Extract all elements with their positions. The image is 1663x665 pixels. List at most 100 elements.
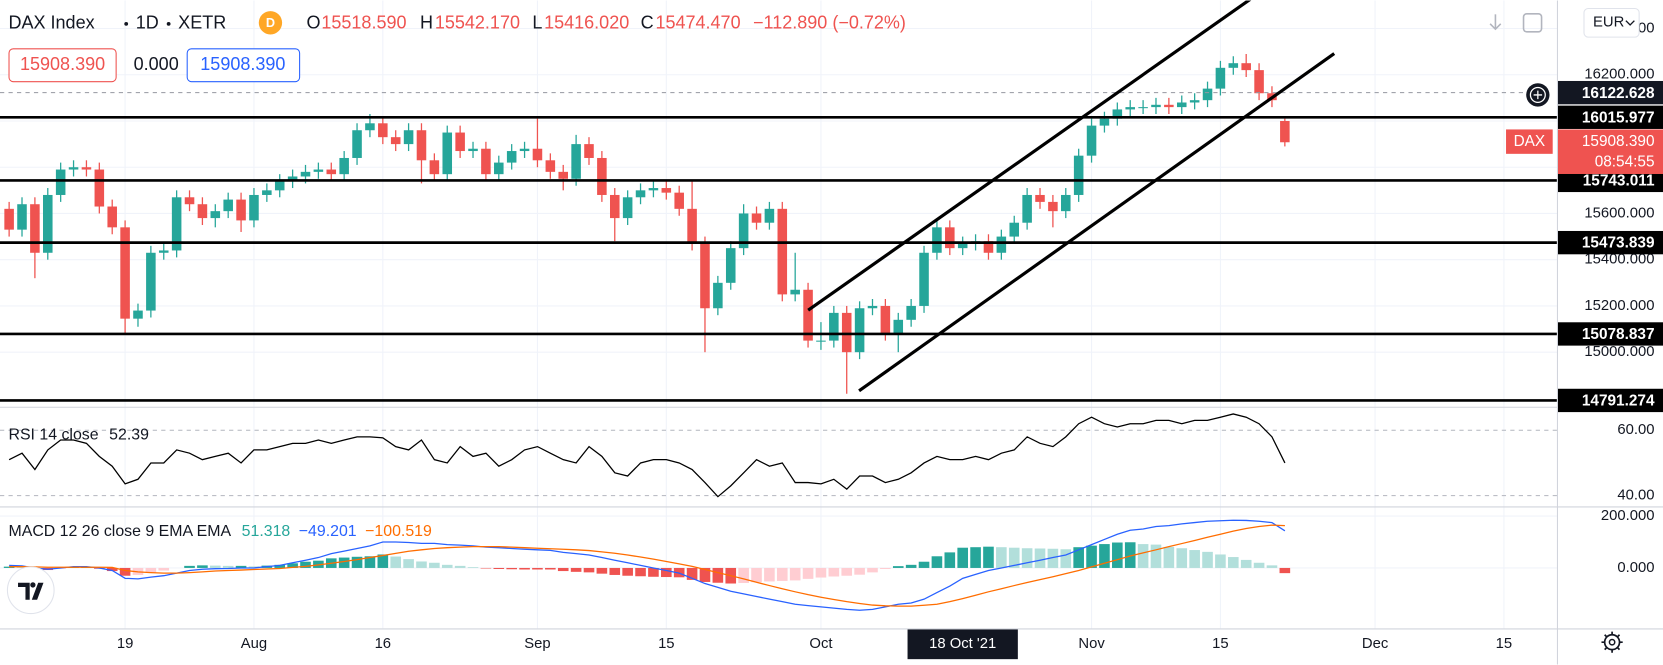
histogram-bar [532,567,543,570]
logo[interactable] [6,566,55,615]
histogram-bar [699,567,711,582]
histogram-bar [16,567,28,568]
histogram-bar [1150,544,1162,568]
histogram-bar [364,556,376,568]
price-pane [0,53,1557,402]
candle-body [468,148,478,152]
candle-body [1061,194,1071,212]
histogram-bar [661,567,672,578]
histogram-bar [1228,557,1239,568]
histogram-bar [416,561,427,568]
candle-body [429,160,440,175]
input-value: 15908.390 [20,54,105,74]
candle-body [1176,102,1187,108]
histogram-bar [493,567,505,569]
last-price: 15908.390 [1582,133,1655,150]
separator-dot [124,21,129,26]
histogram-bar [287,563,298,568]
candle-body [932,227,942,253]
y-tick-label: 40.00 [1617,488,1654,504]
indicator-line [9,519,1286,611]
histogram-bar [596,567,608,574]
histogram-bar [635,567,646,577]
candle-body [829,312,839,341]
candle-body [416,130,427,161]
histogram-bar [867,567,878,573]
x-tick-label: Nov [1078,636,1105,652]
crosshair-time-box [907,629,1018,660]
histogram-bar [454,565,466,568]
histogram-bar [648,567,659,577]
ohlc-value: 15542.170 [435,13,520,33]
x-tick-label: 15 [1212,636,1229,652]
histogram-bar [854,567,865,575]
axes: 19 Aug 16 Sep 15 Oct Nov 15 Dec 15 15000.000 15200.… [8,20,1663,660]
candle-body [184,197,195,205]
candle-body [326,169,337,175]
indicator-value: −100.519 [365,523,432,540]
candle-body [1112,109,1123,119]
candle-body [880,305,891,334]
histogram-bar [1099,544,1110,568]
histogram-bar [918,561,930,568]
currency-button[interactable] [1583,7,1640,38]
candle-body [751,213,762,223]
histogram-bar [1176,548,1188,568]
histogram-bar [802,567,814,579]
logo-circle [6,566,55,615]
settings-button[interactable] [1601,631,1623,653]
candle-body [1228,63,1239,68]
histogram-bar [686,567,698,580]
histogram-bar [557,567,569,572]
candle-body [790,289,800,295]
histogram-bar [1215,554,1226,568]
candle-body [1280,120,1290,143]
price-label: 16122.628 [1582,85,1655,102]
candle-body [906,305,916,320]
input-box[interactable] [186,48,301,83]
histogram-bar [880,567,891,569]
scroll-button[interactable] [1489,14,1502,31]
x-tick-label: 16 [375,636,392,652]
candle-body [854,308,865,353]
histogram-bar [506,567,517,570]
histogram-bar [996,547,1007,568]
candle-body [841,312,852,353]
histogram-bar [944,552,956,568]
interval[interactable]: 1D [136,13,159,33]
candle-body [803,289,813,341]
histogram-bar [815,567,827,578]
candle-body [287,176,298,182]
histogram-bar [1073,547,1084,568]
candle-body [171,197,182,251]
histogram-bar [931,556,943,568]
histogram-bar [776,567,788,581]
candle-body [700,243,710,309]
candle-body [777,208,788,295]
logo-dot [30,582,36,588]
candle-body [1151,104,1161,108]
candle-body [339,157,349,175]
fullscreen-button[interactable] [1522,12,1543,33]
histogram-bar [1008,547,1020,568]
candle-body [1086,125,1097,156]
icon [1489,23,1502,31]
candle-body [725,248,736,283]
channel-upper [807,0,1252,312]
histogram-bar [841,567,853,576]
candle-body [687,208,697,244]
y-tick-label: 15400.000 [1584,252,1654,268]
candle-body [558,171,568,179]
symbol[interactable]: DAX Index [8,13,94,33]
histogram-bar [1112,542,1123,568]
histogram-bar [609,567,621,575]
badge-text: D [266,15,275,30]
symbol-tag-box [1506,129,1553,154]
candle-body [983,241,994,253]
candle-body [584,144,594,158]
candle-body [1189,100,1200,103]
candle-body [390,137,401,145]
histogram-bar [429,562,440,568]
input-box[interactable] [8,48,117,83]
